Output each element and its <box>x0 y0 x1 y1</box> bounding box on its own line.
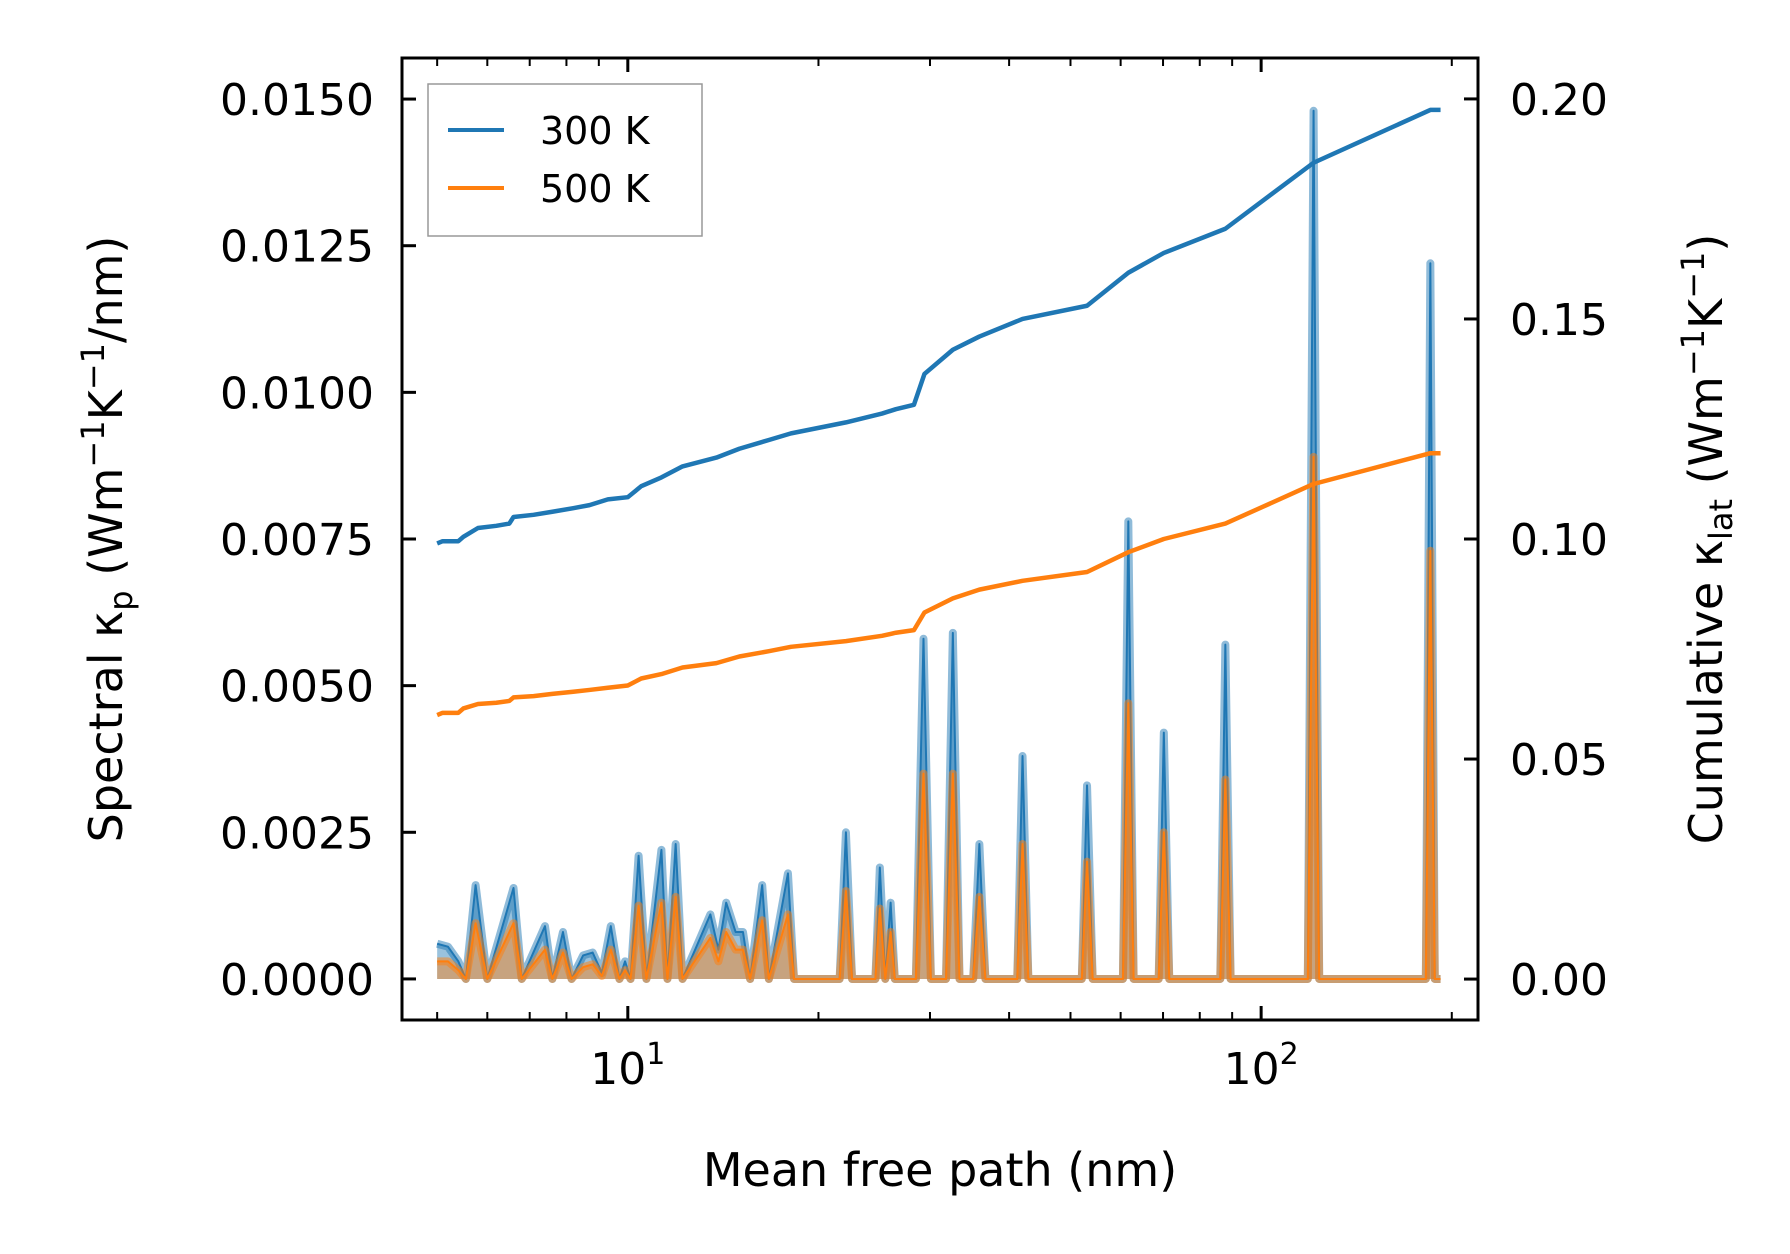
y-left-tick-label: 0.0075 <box>220 515 374 566</box>
y-right-tick-label: 0.00 <box>1510 955 1608 1006</box>
x-tick-label: 101 <box>590 1037 665 1095</box>
cumulative-series <box>436 107 1441 718</box>
y-right-tick-label: 0.15 <box>1510 295 1608 346</box>
spectral-halo-500k <box>437 452 1441 983</box>
left-y-label-base: Spectral κ <box>79 611 133 843</box>
y-right-tick-label: 0.10 <box>1510 515 1608 566</box>
y-left-tick-label: 0.0125 <box>220 222 374 273</box>
spectral-series <box>436 106 1441 983</box>
y-left-tick-label: 0.0025 <box>220 808 374 859</box>
right-y-label-units-mid: K <box>1679 297 1733 329</box>
right-y-label-units-suffix: ) <box>1679 234 1733 252</box>
right-y-label-base: Cumulative κ <box>1679 540 1733 844</box>
spectral-area-300k <box>437 110 1441 979</box>
x-tick-label: 102 <box>1224 1037 1299 1095</box>
right-y-label-exponent-2: −1 <box>1674 252 1712 299</box>
left-y-label-exponent-2: −1 <box>74 343 112 390</box>
legend-label-300k: 300 K <box>540 109 651 153</box>
cumulative-line-300k <box>436 107 1441 546</box>
left-y-label-exponent-1: −1 <box>74 420 112 467</box>
y-left-tick-label: 0.0150 <box>220 75 374 126</box>
spectral-line-500k <box>437 455 1441 980</box>
legend: 300 K 500 K <box>427 83 703 237</box>
left-y-axis-label: Spectral κp (Wm−1K−1/nm) <box>74 236 140 843</box>
y-left-tick-label: 0.0100 <box>220 368 374 419</box>
legend-box <box>427 83 703 237</box>
left-y-label-units-suffix: /nm) <box>79 236 133 343</box>
legend-label-500k: 500 K <box>540 167 651 211</box>
right-y-label-subscript: lat <box>1702 499 1740 540</box>
y-left-tick-label: 0.0000 <box>220 955 374 1006</box>
tick-labels: 101 102 0.0000 0.0025 0.0050 0.0075 0.0100 0.01… <box>220 75 1608 1095</box>
y-right-tick-label: 0.20 <box>1510 75 1608 126</box>
x-axis-label: Mean free path (nm) <box>703 1143 1177 1197</box>
right-y-label-units: (Wm <box>1679 376 1733 499</box>
y-left-tick-label: 0.0050 <box>220 662 374 713</box>
spectral-halo-300k <box>436 106 1441 983</box>
y-right-tick-label: 0.05 <box>1510 735 1608 786</box>
plot-area-frame <box>400 56 1480 1022</box>
right-y-label-exponent-1: −1 <box>1674 329 1712 376</box>
spectral-line-300k <box>436 109 1441 980</box>
left-y-label-units-mid: K <box>79 388 133 420</box>
left-y-label-subscript: p <box>102 590 140 610</box>
right-y-axis-label: Cumulative κlat (Wm−1K−1) <box>1674 234 1740 845</box>
left-y-label-units: (Wm <box>79 468 133 591</box>
cumulative-line-500k <box>436 450 1441 718</box>
spectral-area-500k <box>437 456 1441 979</box>
